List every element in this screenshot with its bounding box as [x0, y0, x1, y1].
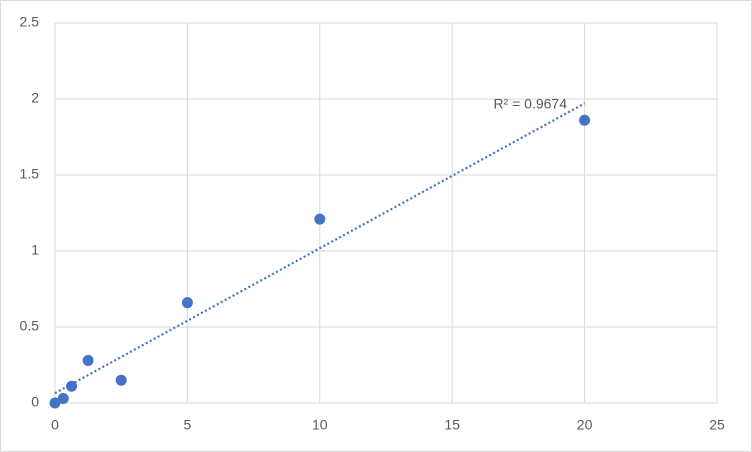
point: [579, 114, 591, 126]
y-tick-label: 1.5: [20, 166, 40, 182]
x-tick-label: 25: [709, 417, 725, 433]
point: [181, 297, 193, 309]
y-tick-label: 0: [31, 394, 39, 410]
annotation: R² = 0.9674: [493, 96, 567, 112]
x-tick-label: 15: [444, 417, 460, 433]
x-tick-label: 20: [577, 417, 593, 433]
x-tick-label: 10: [312, 417, 328, 433]
y-tick-label: 0.5: [20, 318, 40, 334]
x-tick-label: 5: [184, 417, 192, 433]
point: [49, 397, 61, 409]
point: [82, 354, 94, 366]
y-tick-label: 1: [31, 242, 39, 258]
point: [314, 213, 326, 225]
point: [66, 380, 78, 392]
trendline: [54, 102, 586, 395]
x-tick-label: 0: [51, 417, 59, 433]
point: [115, 374, 127, 386]
y-tick-label: 2: [31, 90, 39, 106]
y-tick-label: 2.5: [20, 14, 40, 30]
point: [57, 392, 69, 404]
